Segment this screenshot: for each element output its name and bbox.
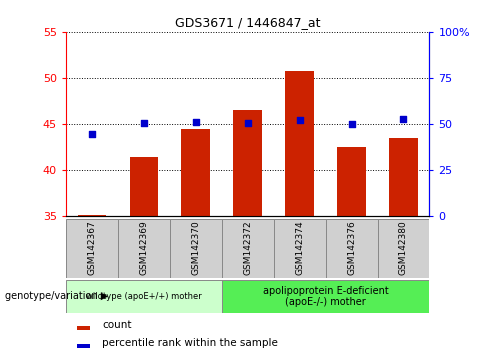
- Point: [400, 116, 407, 122]
- Bar: [285, 72, 314, 216]
- Text: GSM142370: GSM142370: [191, 220, 200, 275]
- Point: [88, 131, 96, 137]
- Text: apolipoprotein E-deficient
(apoE-/-) mother: apolipoprotein E-deficient (apoE-/-) mot…: [263, 286, 388, 307]
- Text: count: count: [102, 320, 132, 330]
- Bar: [182, 129, 210, 216]
- FancyBboxPatch shape: [66, 219, 118, 278]
- Text: GSM142367: GSM142367: [87, 220, 96, 275]
- FancyBboxPatch shape: [222, 280, 429, 313]
- FancyBboxPatch shape: [170, 219, 222, 278]
- Bar: [77, 326, 89, 330]
- Bar: [129, 157, 158, 216]
- Text: GSM142376: GSM142376: [347, 220, 356, 275]
- Text: GSM142374: GSM142374: [295, 220, 304, 275]
- Point: [244, 120, 252, 126]
- Bar: [337, 147, 366, 216]
- Point: [140, 120, 148, 126]
- FancyBboxPatch shape: [118, 219, 170, 278]
- Bar: [389, 138, 418, 216]
- FancyBboxPatch shape: [222, 219, 274, 278]
- Bar: [77, 344, 89, 348]
- Point: [192, 119, 200, 125]
- Text: GSM142380: GSM142380: [399, 220, 408, 275]
- Text: genotype/variation ▶: genotype/variation ▶: [5, 291, 108, 302]
- Text: percentile rank within the sample: percentile rank within the sample: [102, 338, 278, 348]
- Point: [347, 121, 355, 127]
- Point: [296, 118, 304, 123]
- Bar: [233, 110, 262, 216]
- FancyBboxPatch shape: [325, 219, 378, 278]
- FancyBboxPatch shape: [274, 219, 325, 278]
- FancyBboxPatch shape: [378, 219, 429, 278]
- Title: GDS3671 / 1446847_at: GDS3671 / 1446847_at: [175, 16, 321, 29]
- Bar: [78, 215, 106, 216]
- Text: GSM142369: GSM142369: [139, 220, 148, 275]
- FancyBboxPatch shape: [66, 280, 222, 313]
- Text: GSM142372: GSM142372: [243, 220, 252, 275]
- Text: wildtype (apoE+/+) mother: wildtype (apoE+/+) mother: [86, 292, 202, 301]
